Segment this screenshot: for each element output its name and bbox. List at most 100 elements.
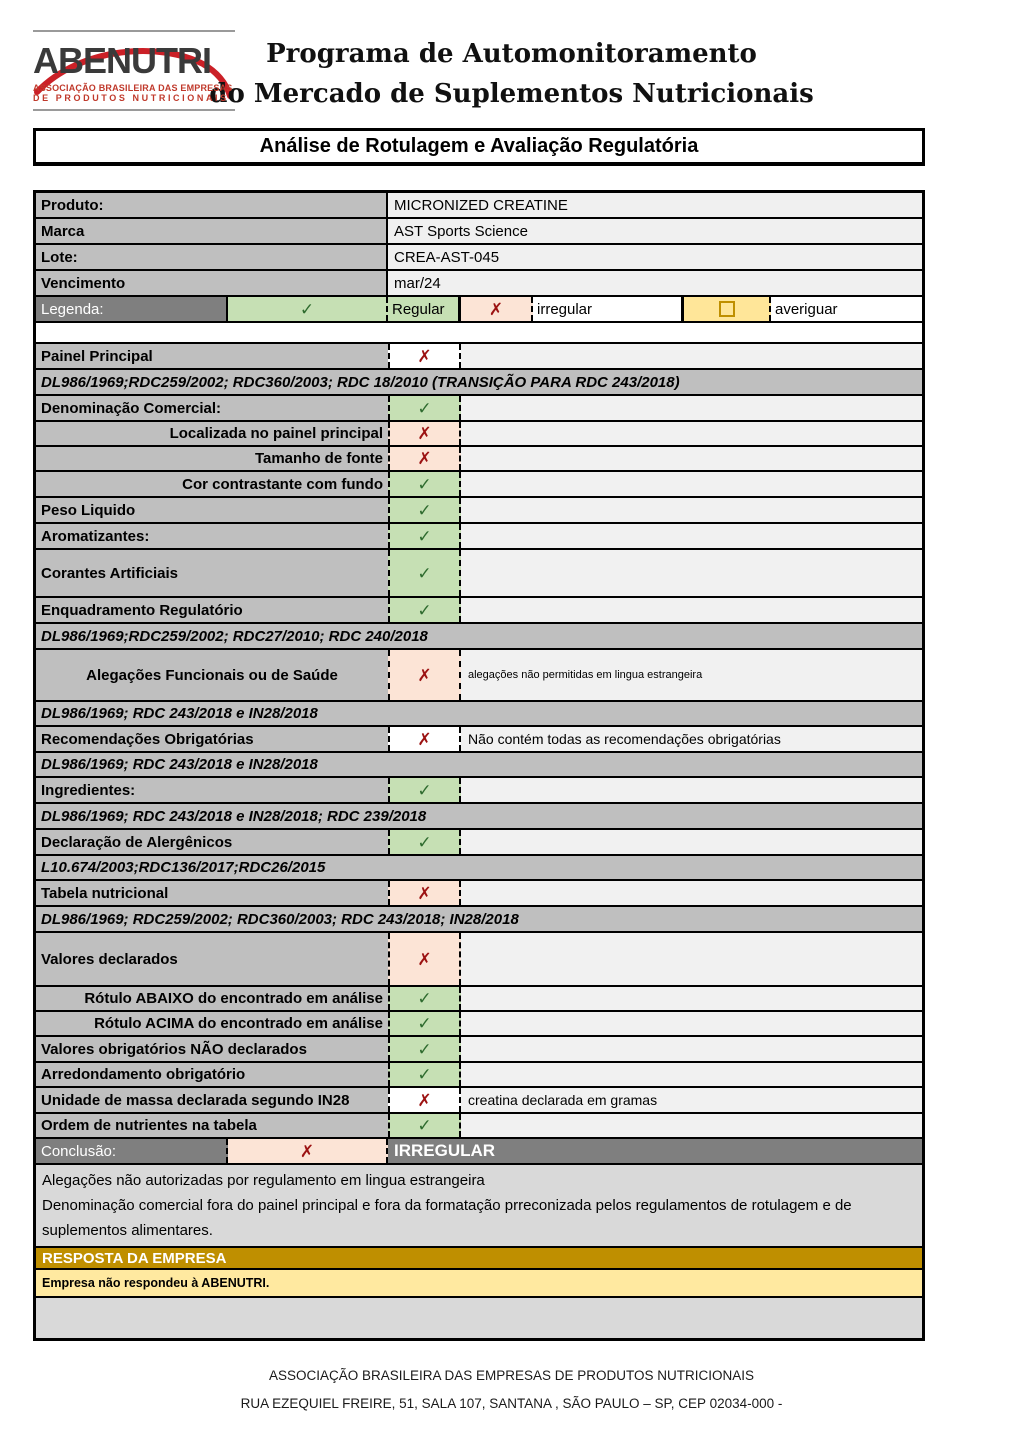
regulation-reference-text: DL986/1969;RDC259/2002; RDC27/2010; RDC … <box>36 624 922 648</box>
company-response-header: RESPOSTA DA EMPRESA <box>36 1248 922 1270</box>
checklist-mark-cell: ✗ <box>388 933 461 985</box>
regulation-reference-row: DL986/1969; RDC 243/2018 e IN28/2018; RD… <box>36 804 922 830</box>
checklist-row: Unidade de massa declarada segundo IN28 ✗… <box>36 1088 922 1114</box>
checklist-mark-cell: ✗ <box>388 650 461 700</box>
legend-box-cell <box>684 297 771 321</box>
footer-association-line: ASSOCIAÇÃO BRASILEIRA DAS EMPRESAS DE PR… <box>268 1368 755 1383</box>
checklist-mark-cell: ✗ <box>388 727 461 751</box>
checklist-label: Ingredientes: <box>36 778 388 802</box>
regulation-reference-text: DL986/1969; RDC 243/2018 e IN28/2018; RD… <box>36 804 922 828</box>
checklist-row: Aromatizantes: ✓ <box>36 524 922 550</box>
checklist-label: Localizada no painel principal <box>36 422 388 445</box>
legend-check-cell: ✓ <box>228 297 388 321</box>
checklist-note <box>461 778 922 802</box>
checklist-label: Enquadramento Regulatório <box>36 598 388 622</box>
checklist-note <box>461 447 922 470</box>
regulation-reference-text: DL986/1969; RDC 243/2018 e IN28/2018 <box>36 753 922 776</box>
checklist-label: Declaração de Alergênicos <box>36 830 388 854</box>
checklist-label: Recomendações Obrigatórias <box>36 727 388 751</box>
checklist-note <box>461 396 922 420</box>
checklist-mark-cell: ✓ <box>388 987 461 1010</box>
checklist-row: Peso Liquido ✓ <box>36 498 922 524</box>
checklist-label: Tamanho de fonte <box>36 447 388 470</box>
regulation-reference-text: DL986/1969; RDC 243/2018 e IN28/2018 <box>36 702 922 725</box>
info-label: Produto: <box>36 193 388 217</box>
info-value: AST Sports Science <box>388 219 922 243</box>
company-response-row: Empresa não respondeu à ABENUTRI. <box>36 1270 922 1298</box>
conclusion-verdict: IRREGULAR <box>388 1139 922 1163</box>
document-title: Programa de Automonitoramento do Mercado… <box>0 34 1023 114</box>
conclusion-note-line: Alegações não autorizadas por regulament… <box>42 1172 485 1189</box>
checklist-note <box>461 1012 922 1035</box>
regulation-reference-row: DL986/1969; RDC 243/2018 e IN28/2018 <box>36 753 922 778</box>
checklist-note <box>461 881 922 905</box>
checklist-note <box>461 524 922 548</box>
checklist-mark-cell: ✓ <box>388 472 461 496</box>
checklist-label: Peso Liquido <box>36 498 388 522</box>
checklist-row: Localizada no painel principal ✗ <box>36 422 922 447</box>
check-mark-icon: ✓ <box>417 474 432 494</box>
checklist-note: creatina declarada em gramas <box>461 1088 922 1112</box>
logo-subtitle-line1: ASSOCIAÇÃO BRASILEIRA DAS EMPRESAS <box>33 83 233 93</box>
checklist-mark-cell: ✓ <box>388 1114 461 1137</box>
checklist-label: Alegações Funcionais ou de Saúde <box>36 650 388 700</box>
document-footer: ASSOCIAÇÃO BRASILEIRA DAS EMPRESAS DE PR… <box>0 1362 1023 1418</box>
checklist-label: Aromatizantes: <box>36 524 388 548</box>
checklist-note <box>461 987 922 1010</box>
conclusion-row: Conclusão: ✗ IRREGULAR <box>36 1139 922 1165</box>
checklist-label: Valores obrigatórios NÃO declarados <box>36 1037 388 1061</box>
x-mark-icon: ✗ <box>417 729 432 749</box>
checklist-mark-cell: ✓ <box>388 778 461 802</box>
checklist-note <box>461 472 922 496</box>
logo-swoosh-icon <box>34 48 233 99</box>
checklist-note <box>461 830 922 854</box>
checklist-row: Valores declarados ✗ <box>36 933 922 987</box>
check-mark-icon: ✓ <box>417 1116 432 1135</box>
checklist-note <box>461 598 922 622</box>
check-mark-icon: ✓ <box>417 1014 432 1033</box>
checklist-label: Denominação Comercial: <box>36 396 388 420</box>
checklist-row: Arredondamento obrigatório ✓ <box>36 1063 922 1088</box>
regulation-reference-row: DL986/1969;RDC259/2002; RDC360/2003; RDC… <box>36 370 922 396</box>
checklist-mark-cell: ✓ <box>388 396 461 420</box>
checklist-mark-cell: ✗ <box>388 344 461 368</box>
checklist-row: Alegações Funcionais ou de Saúde ✗ alegaçõ… <box>36 650 922 702</box>
legend-x-text: irregular <box>533 297 684 321</box>
conclusion-note-line: Denominação comercial fora do painel pri… <box>42 1197 852 1239</box>
checklist-note <box>461 1063 922 1086</box>
x-mark-icon: ✗ <box>417 346 432 366</box>
x-mark-icon: ✗ <box>417 949 432 969</box>
checklist-label: Arredondamento obrigatório <box>36 1063 388 1086</box>
checklist-label: Corantes Artificiais <box>36 550 388 596</box>
checklist-note <box>461 1037 922 1061</box>
section-title-bar: Análise de Rotulagem e Avaliação Regulat… <box>33 128 925 166</box>
logo-wordmark: ABENUTRI <box>33 40 212 81</box>
x-mark-icon: ✗ <box>417 1090 432 1110</box>
checklist-note <box>461 933 922 985</box>
company-response-title: RESPOSTA DA EMPRESA <box>36 1248 922 1268</box>
info-row: Produto: MICRONIZED CREATINE <box>36 193 922 219</box>
company-response-text: Empresa não respondeu à ABENUTRI. <box>36 1270 922 1296</box>
checklist-mark-cell: ✓ <box>388 1037 461 1061</box>
checklist-note <box>461 1114 922 1137</box>
regulation-reference-row: L10.674/2003;RDC136/2017;RDC26/2015 <box>36 856 922 881</box>
checklist-label: Valores declarados <box>36 933 388 985</box>
checklist-row: Ordem de nutrientes na tabela ✓ <box>36 1114 922 1139</box>
check-mark-icon: ✓ <box>417 398 432 418</box>
regulation-reference-text: DL986/1969; RDC259/2002; RDC360/2003; RD… <box>36 907 922 931</box>
conclusion-label: Conclusão: <box>36 1139 228 1163</box>
checklist-mark-cell: ✗ <box>388 422 461 445</box>
checklist-mark-cell: ✓ <box>388 498 461 522</box>
checklist-mark-cell: ✓ <box>388 1063 461 1086</box>
checklist-row: Cor contrastante com fundo ✓ <box>36 472 922 498</box>
checklist-row: Rótulo ACIMA do encontrado em análise ✓ <box>36 1012 922 1037</box>
info-row: Marca AST Sports Science <box>36 219 922 245</box>
empty-filler-row <box>36 1298 922 1338</box>
document-title-line1: Programa de Automonitoramento <box>266 39 757 69</box>
check-mark-icon: ✓ <box>417 600 432 620</box>
check-mark-icon: ✓ <box>417 526 432 546</box>
checklist-row: Recomendações Obrigatórias ✗ Não contém to… <box>36 727 922 753</box>
checklist-mark-cell: ✓ <box>388 524 461 548</box>
check-mark-icon: ✓ <box>299 299 315 319</box>
check-mark-icon: ✓ <box>417 989 432 1008</box>
